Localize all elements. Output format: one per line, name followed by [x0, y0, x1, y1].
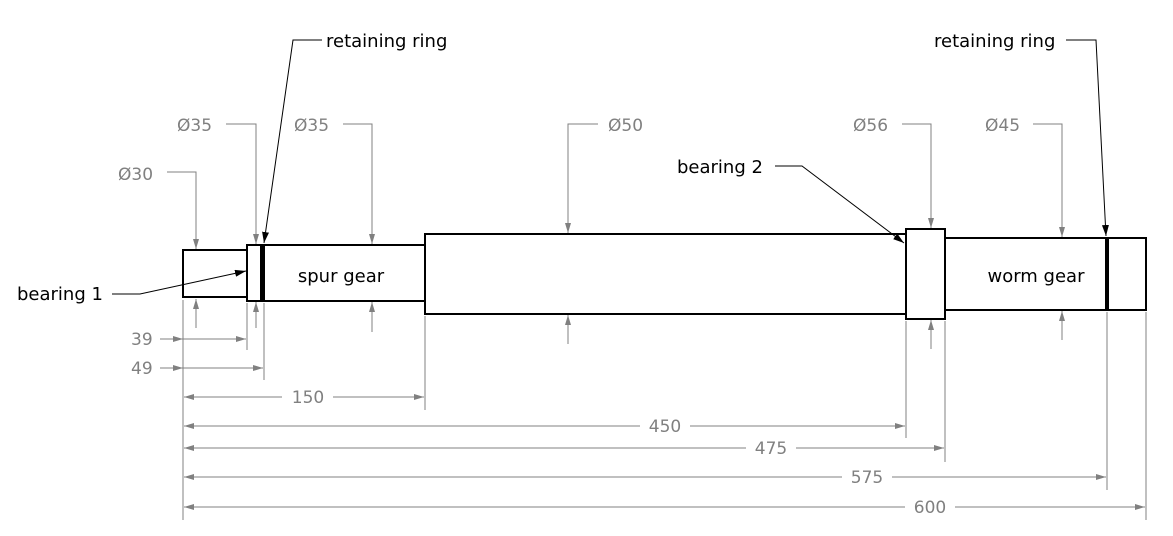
length-label-l2: 49: [131, 359, 153, 379]
note-retaining-ring-right: retaining ring: [934, 31, 1055, 52]
shaft-body: [182, 228, 1147, 320]
diameter-label-d4: Ø50: [608, 116, 643, 136]
note-bearing-1: bearing 1: [17, 284, 103, 305]
length-dimensions: 39 49 150 450 475 575 600: [131, 300, 1147, 520]
label-spur-gear: spur gear: [298, 266, 385, 287]
diameter-label-d3: Ø35: [294, 116, 329, 136]
shaft-step-middle: [424, 233, 908, 315]
diameter-callouts: Ø30 Ø35 Ø35 Ø50 Ø56 Ø45: [118, 116, 1065, 349]
shaft-step-spur-gear: [263, 244, 426, 302]
length-label-l5: 475: [755, 439, 787, 459]
note-retaining-ring-left: retaining ring: [326, 31, 447, 52]
shaft-step-worm-gear: [944, 237, 1108, 311]
shaft-step-bearing-1: [182, 249, 248, 298]
diameter-label-d6: Ø45: [985, 116, 1020, 136]
length-label-l1: 39: [131, 330, 153, 350]
length-label-l4: 450: [649, 417, 681, 437]
diameter-label-d5: Ø56: [853, 116, 888, 136]
diameter-label-d1: Ø30: [118, 165, 153, 185]
length-label-l6: 575: [851, 468, 883, 488]
notes: bearing 1 retaining ring bearing 2 retai…: [17, 31, 1109, 305]
length-label-l7: 600: [914, 498, 946, 518]
note-bearing-2: bearing 2: [677, 157, 763, 178]
label-worm-gear: worm gear: [987, 266, 1085, 287]
shaft-step-end: [1106, 237, 1147, 311]
diameter-label-d2: Ø35: [177, 116, 212, 136]
shaft-step-bearing-2: [905, 228, 946, 320]
length-label-l3: 150: [292, 388, 324, 408]
